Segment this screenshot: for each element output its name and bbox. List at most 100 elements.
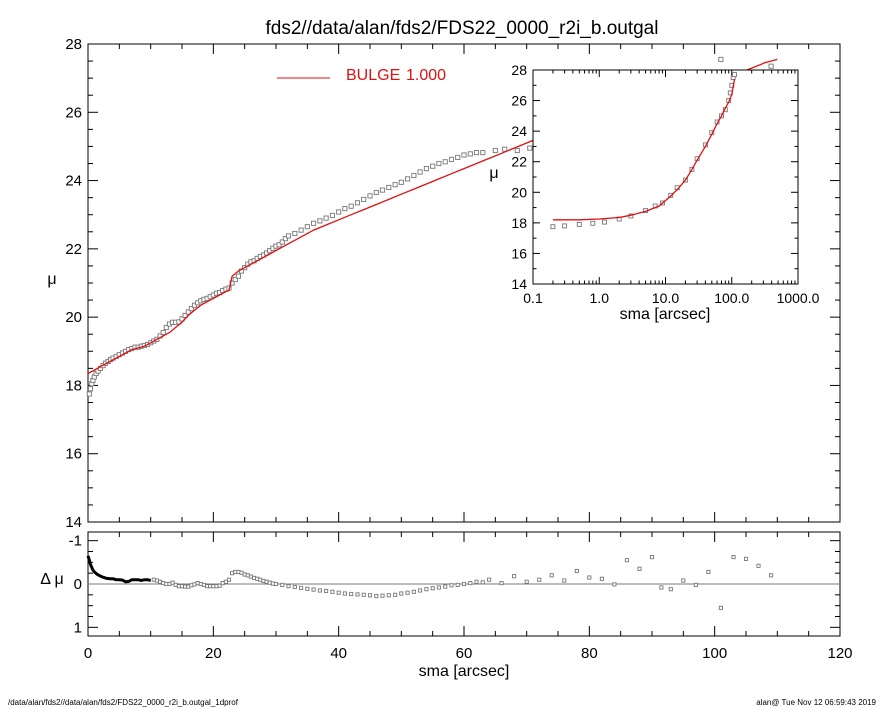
x-tick-label: 20 [205,645,222,662]
y-tick-label: 14 [65,514,82,531]
data-point [693,582,698,587]
data-point [185,309,191,315]
data-point [235,273,241,279]
data-point [417,169,423,175]
data-point [223,579,228,584]
data-point [474,579,479,584]
data-point [220,581,225,586]
data-point [743,556,749,561]
data-point [455,154,461,160]
x-tick-label: 1000.0 [777,290,820,306]
inset-y-label: μ [489,165,498,182]
data-point [192,582,197,587]
chart-title: fds2//data/alan/fds2/FDS22_0000_r2i_b.ou… [266,18,659,39]
inset-panel: 0.1 1.0 10.0 100.0 1000.0 14 16 18 20 22 24 26 28 sm… [489,62,819,323]
data-point [183,584,188,589]
data-point [329,212,335,218]
data-point [550,224,556,230]
main-legend: BULGE 1.000 [277,67,446,84]
data-point [731,555,736,560]
data-point [367,593,373,598]
data-point [188,306,194,312]
y-tick-label: 1 [74,619,82,636]
y-tick-label: 24 [65,173,82,190]
data-point [430,586,435,591]
footer-path: /data/alan/fds2//data/alan/fds2/FDS22_00… [8,698,239,707]
data-point [380,593,385,598]
data-point [524,579,529,584]
data-point [86,391,92,397]
data-point [562,223,568,229]
y-tick-label: 0 [74,576,82,593]
x-tick-label: 0 [84,645,92,662]
x-tick-label: 100 [702,645,727,662]
data-point [386,184,392,190]
data-point [423,166,429,172]
data-point [276,242,282,248]
main-y-label: μ [47,271,56,288]
data-point [311,587,316,592]
data-point [449,583,454,588]
data-point [342,206,348,212]
footer-timestamp: alan@ Tue Nov 12 06:59:43 2019 [756,698,876,707]
data-point [201,582,206,587]
data-point [681,578,686,583]
inset-background [533,70,798,284]
data-point [769,573,774,578]
x-tick-label: 10.0 [652,290,679,306]
data-point [461,152,467,158]
data-point [768,63,774,69]
data-point [602,219,607,225]
y-tick-label: 28 [511,62,527,78]
data-point [292,230,298,237]
data-point [624,558,629,563]
inset-data [550,72,737,230]
data-point [163,324,169,330]
data-point [336,590,341,595]
data-point [405,590,410,595]
data-point [411,589,416,594]
x-tick-label: 100.0 [714,290,749,306]
data-point [282,236,288,242]
data-point [361,592,366,597]
data-point [348,203,354,209]
data-point [217,583,222,588]
data-point [574,568,579,574]
data-point [164,581,169,587]
x-tick-label: 1.0 [590,290,610,306]
data-point [443,584,448,589]
data-point [324,588,329,593]
data-point [361,196,367,202]
data-point [405,176,411,182]
data-point [527,145,533,151]
y-tick-label: 24 [511,123,527,139]
data-point [317,588,322,593]
y-tick-label: 18 [511,215,527,231]
data-point [562,578,567,583]
y-tick-label: -1 [69,533,82,550]
data-point [349,591,354,597]
x-tick-label: 80 [581,645,598,662]
data-point [304,224,310,230]
y-tick-label: 28 [65,36,82,53]
data-point [230,571,235,576]
data-point [239,570,244,575]
data-point [393,592,398,597]
data-point [170,580,175,585]
data-point [379,187,386,193]
inset-x-label: sma [arcsec] [620,306,711,323]
data-point [286,584,291,589]
data-point [298,227,304,233]
data-point [392,182,398,188]
y-tick-label: 16 [511,245,527,261]
data-point [323,215,329,221]
data-point [317,218,323,224]
data-point [659,585,664,590]
data-point [232,277,238,283]
data-point [248,574,253,579]
data-point [492,147,498,154]
data-point [267,580,272,585]
